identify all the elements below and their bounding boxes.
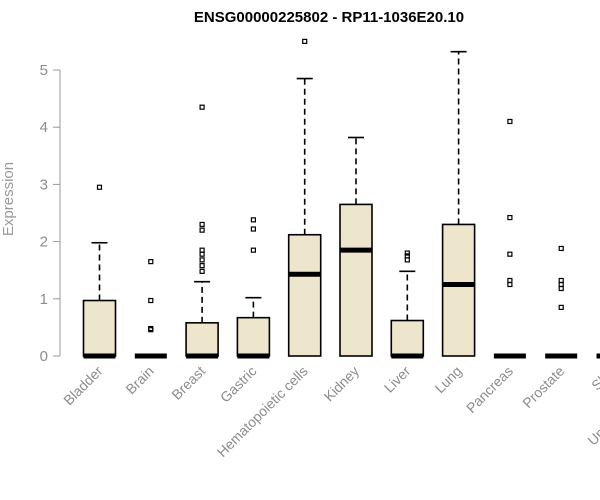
y-axis: 0 1 2 3 4 5 [40, 62, 61, 365]
outlier-point [507, 277, 513, 284]
box [236, 316, 271, 357]
x-tick-label-gastric: Gastric [217, 363, 260, 406]
box-group-prostate [545, 245, 578, 359]
outlier-point [558, 245, 564, 252]
box [441, 223, 476, 357]
box-group-kidney [339, 136, 373, 357]
outlier-point [148, 259, 154, 265]
y-tick-label-5: 5 [40, 62, 48, 79]
x-tick-label-liver: Liver [381, 363, 414, 396]
x-tick-label-bladder: Bladder [60, 363, 106, 409]
outlier-point [302, 38, 308, 45]
box [185, 322, 219, 357]
outlier-point [199, 263, 205, 269]
outlier-point [199, 268, 205, 274]
outlier-point [148, 325, 154, 332]
box-group-bladder [82, 184, 117, 359]
box [339, 203, 373, 357]
outlier-point [404, 253, 410, 259]
outlier-point [507, 118, 513, 125]
outlier-point [250, 217, 256, 223]
outlier-point [250, 226, 256, 232]
outlier-point [199, 247, 205, 253]
outlier-point [558, 285, 564, 292]
outlier-point [199, 257, 205, 263]
box [287, 233, 322, 357]
outlier-point [199, 104, 205, 110]
outlier-point [148, 297, 154, 304]
box-group-hematopoietic-cells [287, 38, 322, 357]
outlier-point [558, 304, 564, 310]
box-group-liver [390, 250, 425, 359]
outlier-point [507, 281, 513, 288]
outlier-point [250, 247, 256, 253]
outlier-point [507, 251, 513, 257]
x-tick-label-prostate: Prostate [519, 363, 567, 411]
x-tick-label-breast: Breast [168, 363, 208, 403]
outlier-point [507, 214, 513, 221]
y-tick-label-4: 4 [40, 119, 48, 136]
outlier-point [199, 221, 205, 228]
plot-area [82, 38, 600, 359]
outlier-point [96, 184, 103, 190]
box-group-brain [134, 259, 167, 359]
outlier-point [558, 277, 564, 284]
x-tick-label-skin: Skin [588, 363, 600, 394]
outlier-point [199, 251, 205, 257]
chart-title: ENSG00000225802 - RP11-1036E20.10 [194, 9, 464, 26]
box-group-lung [441, 50, 476, 357]
y-tick-label-0: 0 [40, 348, 48, 365]
outlier-point [199, 227, 205, 233]
y-tick-label-3: 3 [40, 176, 48, 193]
box [82, 299, 117, 357]
x-tick-label-lung: Lung [431, 363, 464, 396]
y-tick-label-2: 2 [40, 234, 48, 251]
x-tick-label-brain: Brain [122, 363, 156, 397]
outlier-point [404, 250, 410, 256]
outlier-point [558, 281, 564, 288]
y-tick-label-1: 1 [40, 291, 48, 308]
box-group-skin [596, 353, 600, 359]
box-group-pancreas [493, 118, 526, 359]
y-axis-label: Expression [0, 162, 17, 236]
outlier-point [404, 257, 410, 263]
box-group-gastric [236, 217, 271, 359]
box-group-breast [185, 104, 219, 359]
x-tick-label-hematopoietic-cells: Hematopoietic cells [214, 363, 311, 460]
x-tick-label-kidney: Kidney [321, 363, 363, 405]
x-tick-label-pancreas: Pancreas [463, 363, 516, 416]
box [390, 319, 425, 357]
